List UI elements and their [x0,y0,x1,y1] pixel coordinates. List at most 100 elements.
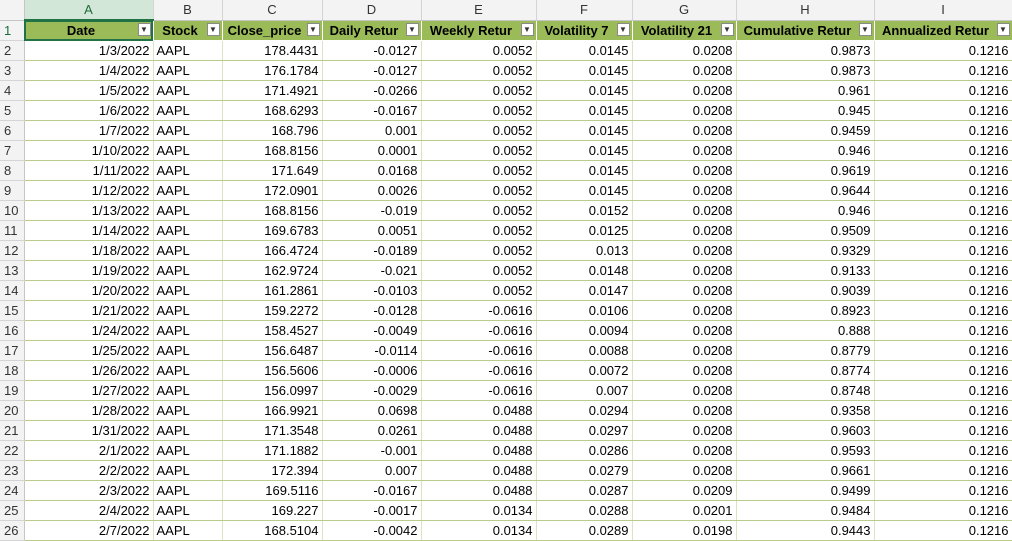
row-number[interactable]: 13 [0,260,25,281]
weekly-return-cell[interactable]: 0.0052 [421,220,537,241]
annualized-return-cell[interactable]: 0.1216 [874,200,1012,221]
stock-cell[interactable]: AAPL [153,40,223,61]
close-price-cell[interactable]: 162.9724 [222,260,323,281]
cumulative-return-cell[interactable]: 0.9619 [736,160,875,181]
weekly-return-cell[interactable]: 0.0052 [421,60,537,81]
volatility-21-cell[interactable]: 0.0208 [632,360,737,381]
cumulative-return-cell[interactable]: 0.888 [736,320,875,341]
filter-dropdown-icon[interactable]: ▼ [405,22,419,36]
stock-cell[interactable]: AAPL [153,80,223,101]
cumulative-return-cell[interactable]: 0.945 [736,100,875,121]
column-header-d[interactable]: D [322,0,422,21]
row-number[interactable]: 8 [0,160,25,181]
date-cell[interactable]: 1/24/2022 [24,320,154,341]
annualized-return-cell[interactable]: 0.1216 [874,500,1012,521]
filter-dropdown-icon[interactable]: ▼ [720,22,734,36]
weekly-return-cell[interactable]: 0.0052 [421,80,537,101]
weekly-return-cell[interactable]: 0.0488 [421,480,537,501]
close-price-cell[interactable]: 161.2861 [222,280,323,301]
date-cell[interactable]: 1/3/2022 [24,40,154,61]
daily-return-cell[interactable]: 0.0051 [322,220,422,241]
date-cell[interactable]: 1/18/2022 [24,240,154,261]
volatility-7-cell[interactable]: 0.0145 [536,100,633,121]
stock-cell[interactable]: AAPL [153,280,223,301]
row-number[interactable]: 18 [0,360,25,381]
volatility-7-cell[interactable]: 0.0286 [536,440,633,461]
row-number[interactable]: 2 [0,40,25,61]
daily-return-cell[interactable]: 0.0026 [322,180,422,201]
row-number[interactable]: 20 [0,400,25,421]
close-price-cell[interactable]: 166.9921 [222,400,323,421]
daily-return-cell[interactable]: -0.021 [322,260,422,281]
row-number[interactable]: 22 [0,440,25,461]
weekly-return-cell[interactable]: -0.0616 [421,380,537,401]
annualized-return-cell[interactable]: 0.1216 [874,100,1012,121]
cumulative-return-cell[interactable]: 0.9484 [736,500,875,521]
cumulative-return-cell[interactable]: 0.8923 [736,300,875,321]
annualized-return-cell[interactable]: 0.1216 [874,160,1012,181]
annualized-return-cell[interactable]: 0.1216 [874,240,1012,261]
daily-return-cell[interactable]: -0.0029 [322,380,422,401]
close-price-cell[interactable]: 156.6487 [222,340,323,361]
weekly-return-cell[interactable]: 0.0134 [421,520,537,541]
volatility-21-cell[interactable]: 0.0209 [632,480,737,501]
column-header-i[interactable]: I [874,0,1012,21]
volatility-7-cell[interactable]: 0.0072 [536,360,633,381]
volatility-7-cell[interactable]: 0.007 [536,380,633,401]
row-number[interactable]: 10 [0,200,25,221]
daily-return-cell[interactable]: -0.0266 [322,80,422,101]
daily-return-cell[interactable]: 0.007 [322,460,422,481]
stock-cell[interactable]: AAPL [153,180,223,201]
close-price-cell[interactable]: 171.1882 [222,440,323,461]
weekly-return-cell[interactable]: -0.0616 [421,360,537,381]
weekly-return-cell[interactable]: 0.0052 [421,160,537,181]
volatility-7-cell[interactable]: 0.0145 [536,180,633,201]
row-number[interactable]: 23 [0,460,25,481]
cumulative-return-cell[interactable]: 0.9443 [736,520,875,541]
date-cell[interactable]: 1/19/2022 [24,260,154,281]
date-cell[interactable]: 1/7/2022 [24,120,154,141]
stock-cell[interactable]: AAPL [153,440,223,461]
daily-return-cell[interactable]: -0.0167 [322,100,422,121]
row-number[interactable]: 9 [0,180,25,201]
filter-dropdown-icon[interactable]: ▼ [616,22,630,36]
header-cell-cumulative-return[interactable]: Cumulative Retur ▼ [736,20,875,41]
filter-dropdown-icon[interactable]: ▼ [206,22,220,36]
row-number[interactable]: 21 [0,420,25,441]
stock-cell[interactable]: AAPL [153,260,223,281]
daily-return-cell[interactable]: -0.0042 [322,520,422,541]
weekly-return-cell[interactable]: 0.0052 [421,120,537,141]
filter-dropdown-icon[interactable]: ▼ [306,22,320,36]
stock-cell[interactable]: AAPL [153,340,223,361]
header-cell-stock[interactable]: Stock ▼ [153,20,223,41]
volatility-21-cell[interactable]: 0.0208 [632,400,737,421]
volatility-21-cell[interactable]: 0.0208 [632,80,737,101]
column-header-h[interactable]: H [736,0,875,21]
daily-return-cell[interactable]: -0.0114 [322,340,422,361]
volatility-7-cell[interactable]: 0.0106 [536,300,633,321]
volatility-21-cell[interactable]: 0.0208 [632,460,737,481]
volatility-21-cell[interactable]: 0.0208 [632,200,737,221]
volatility-21-cell[interactable]: 0.0208 [632,420,737,441]
column-header-b[interactable]: B [153,0,223,21]
daily-return-cell[interactable]: 0.0168 [322,160,422,181]
stock-cell[interactable]: AAPL [153,320,223,341]
daily-return-cell[interactable]: -0.0189 [322,240,422,261]
annualized-return-cell[interactable]: 0.1216 [874,140,1012,161]
close-price-cell[interactable]: 172.394 [222,460,323,481]
annualized-return-cell[interactable]: 0.1216 [874,80,1012,101]
date-cell[interactable]: 1/4/2022 [24,60,154,81]
volatility-21-cell[interactable]: 0.0198 [632,520,737,541]
date-cell[interactable]: 1/21/2022 [24,300,154,321]
row-number[interactable]: 3 [0,60,25,81]
cumulative-return-cell[interactable]: 0.946 [736,140,875,161]
close-price-cell[interactable]: 169.6783 [222,220,323,241]
close-price-cell[interactable]: 171.4921 [222,80,323,101]
volatility-21-cell[interactable]: 0.0208 [632,320,737,341]
annualized-return-cell[interactable]: 0.1216 [874,180,1012,201]
volatility-21-cell[interactable]: 0.0208 [632,180,737,201]
volatility-21-cell[interactable]: 0.0208 [632,160,737,181]
weekly-return-cell[interactable]: 0.0134 [421,500,537,521]
weekly-return-cell[interactable]: -0.0616 [421,340,537,361]
row-number[interactable]: 17 [0,340,25,361]
